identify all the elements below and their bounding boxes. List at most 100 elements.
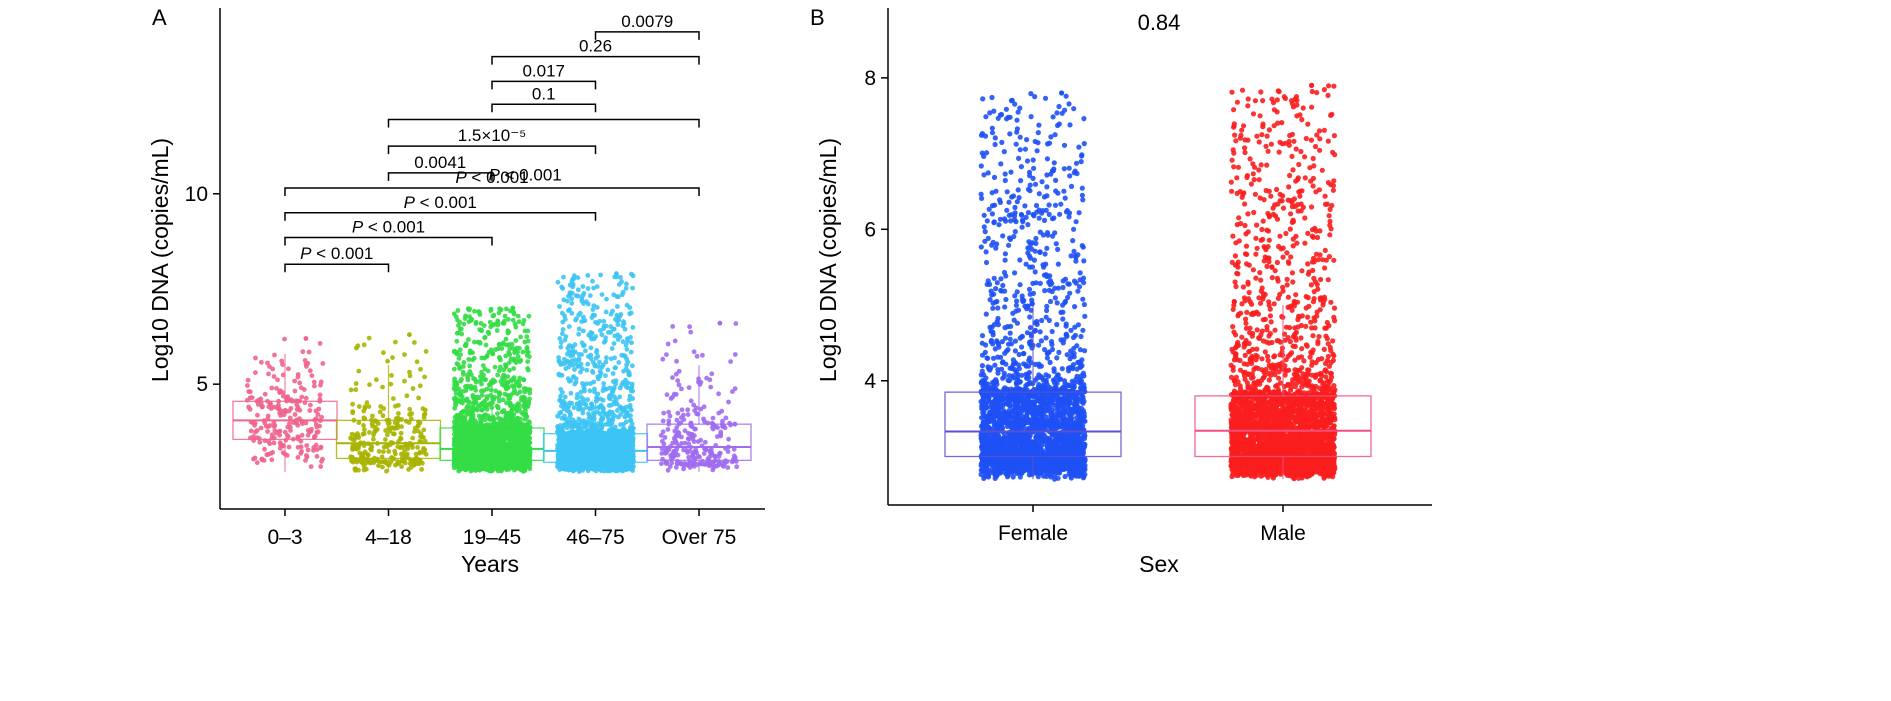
data-point xyxy=(470,408,476,414)
data-point xyxy=(252,455,258,461)
data-point xyxy=(521,412,526,417)
data-point xyxy=(421,446,426,452)
data-point xyxy=(493,451,499,457)
data-point xyxy=(472,463,478,469)
data-point xyxy=(520,321,526,327)
data-point xyxy=(582,318,588,323)
data-point xyxy=(587,293,593,298)
data-point xyxy=(392,448,398,454)
data-point xyxy=(562,401,568,406)
data-point xyxy=(561,274,566,280)
data-point xyxy=(608,402,614,408)
data-point xyxy=(401,451,406,457)
data-point xyxy=(422,374,427,380)
data-point xyxy=(467,453,473,459)
data-point xyxy=(361,408,367,414)
data-point xyxy=(506,463,512,469)
data-point xyxy=(287,421,292,427)
data-point xyxy=(298,444,304,450)
data-point xyxy=(380,384,385,390)
data-point xyxy=(395,444,401,450)
data-point xyxy=(567,282,573,288)
data-point xyxy=(515,418,521,423)
data-point xyxy=(490,313,496,319)
data-point xyxy=(279,358,285,364)
data-point xyxy=(458,378,463,384)
data-point xyxy=(505,328,511,334)
data-point xyxy=(245,377,251,383)
data-point xyxy=(308,428,314,434)
data-point xyxy=(510,305,516,311)
data-point xyxy=(480,453,486,459)
data-point xyxy=(630,363,635,369)
data-point xyxy=(569,349,574,355)
data-point xyxy=(484,394,490,399)
data-point xyxy=(478,416,483,422)
data-point xyxy=(276,406,282,412)
data-point xyxy=(452,449,458,455)
data-point xyxy=(479,407,485,413)
data-point xyxy=(410,435,416,441)
data-point xyxy=(300,349,306,355)
data-point xyxy=(525,366,530,371)
data-point xyxy=(471,355,477,361)
data-point xyxy=(395,423,401,429)
data-point xyxy=(605,414,611,420)
data-point xyxy=(567,400,572,406)
data-point xyxy=(467,363,473,369)
data-point xyxy=(381,406,387,411)
data-point xyxy=(299,449,304,454)
data-point xyxy=(409,411,415,416)
data-point xyxy=(460,389,466,394)
data-point xyxy=(521,377,526,383)
data-point xyxy=(458,464,464,470)
data-point xyxy=(422,407,428,413)
data-point xyxy=(353,381,359,386)
data-point xyxy=(516,345,522,351)
data-point xyxy=(259,359,264,365)
data-point xyxy=(454,338,460,344)
data-point xyxy=(558,398,564,404)
data-point xyxy=(376,449,382,454)
data-point xyxy=(366,335,372,341)
data-point xyxy=(576,326,582,332)
data-point xyxy=(472,436,478,442)
data-point xyxy=(505,374,511,379)
data-point xyxy=(461,321,467,327)
data-point xyxy=(292,388,298,394)
data-point xyxy=(254,460,260,466)
data-point xyxy=(266,371,271,377)
data-point xyxy=(453,396,458,401)
data-point xyxy=(252,429,258,435)
data-point xyxy=(490,351,496,357)
data-point xyxy=(495,411,500,416)
data-point xyxy=(480,376,486,382)
data-point xyxy=(502,463,508,469)
data-point xyxy=(303,458,308,463)
data-point xyxy=(461,372,466,377)
data-point xyxy=(312,383,317,389)
data-point xyxy=(511,390,516,396)
data-point xyxy=(465,377,471,383)
data-point xyxy=(287,415,293,421)
data-point xyxy=(599,292,605,297)
data-point xyxy=(601,318,607,324)
data-point xyxy=(478,321,484,326)
data-point xyxy=(412,340,417,345)
data-point xyxy=(416,395,421,401)
data-point xyxy=(295,374,301,380)
data-point xyxy=(503,353,509,359)
data-point xyxy=(399,424,404,430)
data-point xyxy=(304,453,309,458)
data-point xyxy=(579,352,584,357)
data-point xyxy=(384,444,390,450)
data-point xyxy=(479,327,484,333)
data-point xyxy=(585,301,591,307)
data-point xyxy=(318,444,324,450)
data-point xyxy=(250,420,256,426)
data-point xyxy=(521,403,526,409)
data-point xyxy=(413,451,419,457)
data-point xyxy=(576,331,582,337)
data-point xyxy=(361,423,366,428)
data-point xyxy=(503,336,509,342)
